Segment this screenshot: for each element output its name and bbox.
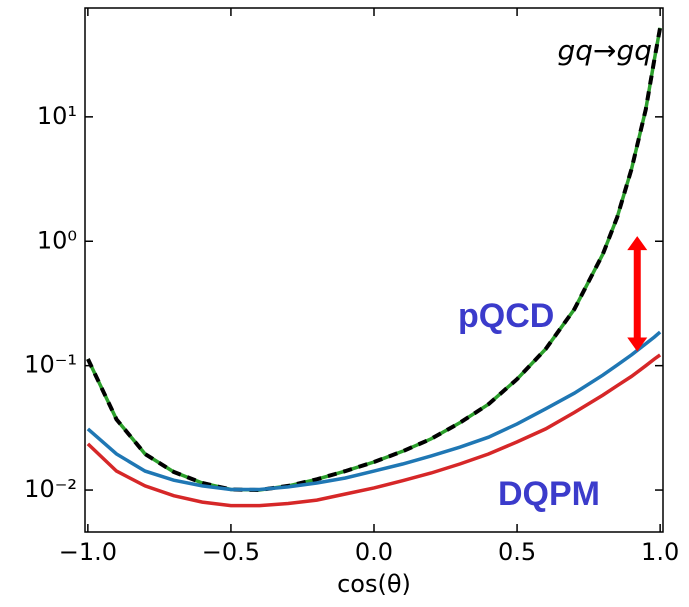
x-tick-label: 0.5 — [498, 538, 536, 566]
series-line — [86, 27, 662, 492]
y-tick-label: 10⁻² — [24, 475, 77, 503]
plot-frame — [84, 7, 664, 533]
y-tick-label: 10⁻¹ — [24, 351, 77, 379]
series-line — [86, 353, 662, 508]
annotation: gq→gq — [557, 34, 652, 67]
x-tick-label: 1.0 — [641, 538, 679, 566]
arrow — [627, 236, 648, 352]
series-line — [86, 330, 662, 492]
annotation: DQPM — [498, 475, 600, 513]
annotation: pQCD — [458, 297, 554, 335]
y-tick-label: 10¹ — [37, 102, 77, 130]
x-tick-label: 0.0 — [355, 538, 393, 566]
y-tick-label: 10⁰ — [37, 226, 77, 254]
arrow-part — [627, 337, 648, 352]
series-line — [86, 27, 663, 493]
x-axis-label: cos(θ) — [337, 570, 411, 598]
x-tick-label: −1.0 — [59, 538, 117, 566]
arrow-part — [627, 236, 648, 251]
x-tick-label: −0.5 — [202, 538, 260, 566]
